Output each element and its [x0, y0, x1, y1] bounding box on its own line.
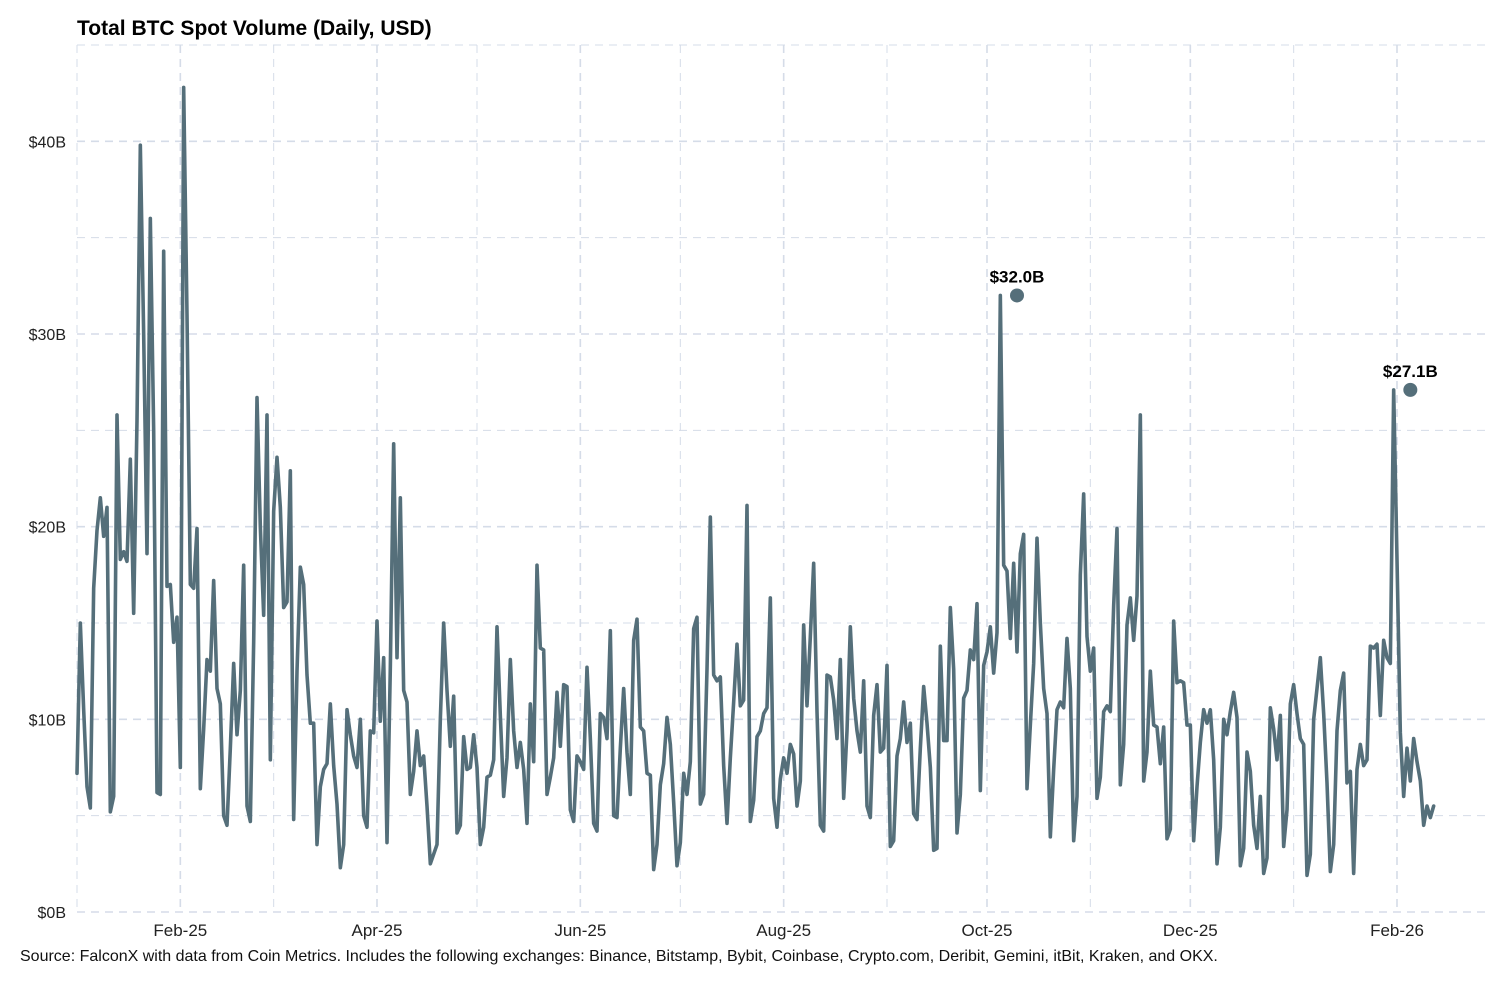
annotation-label: $27.1B	[1383, 362, 1438, 381]
y-tick-label: $30B	[29, 327, 66, 344]
y-tick-label: $10B	[29, 712, 66, 729]
gridlines	[76, 44, 1487, 913]
chart-title: Total BTC Spot Volume (Daily, USD)	[77, 17, 432, 40]
x-tick-label: Feb-26	[1370, 921, 1424, 940]
series-layer	[75, 85, 1436, 878]
x-tick-label: Jun-25	[554, 921, 606, 940]
x-tick-label: Dec-25	[1163, 921, 1218, 940]
y-tick-label: $40B	[29, 134, 66, 151]
source-note: Source: FalconX with data from Coin Metr…	[20, 948, 1218, 965]
annotations: $32.0B $27.1B	[990, 267, 1438, 397]
y-axis-ticks: $0B $10B $20B $30B $40B	[29, 134, 66, 922]
x-tick-label: Aug-25	[756, 921, 811, 940]
x-tick-label: Apr-25	[351, 921, 402, 940]
annotation-point	[1010, 288, 1024, 303]
annotation-label: $32.0B	[990, 267, 1045, 286]
series-line-0	[75, 85, 1436, 878]
y-tick-label: $20B	[29, 520, 66, 537]
x-tick-label: Feb-25	[153, 921, 207, 940]
x-tick-label: Oct-25	[961, 921, 1012, 940]
y-tick-label: $0B	[38, 905, 66, 922]
x-axis-ticks: Feb-25 Apr-25 Jun-25 Aug-25 Oct-25 Dec-25 Feb-…	[153, 921, 1424, 940]
annotation-point	[1403, 382, 1418, 397]
